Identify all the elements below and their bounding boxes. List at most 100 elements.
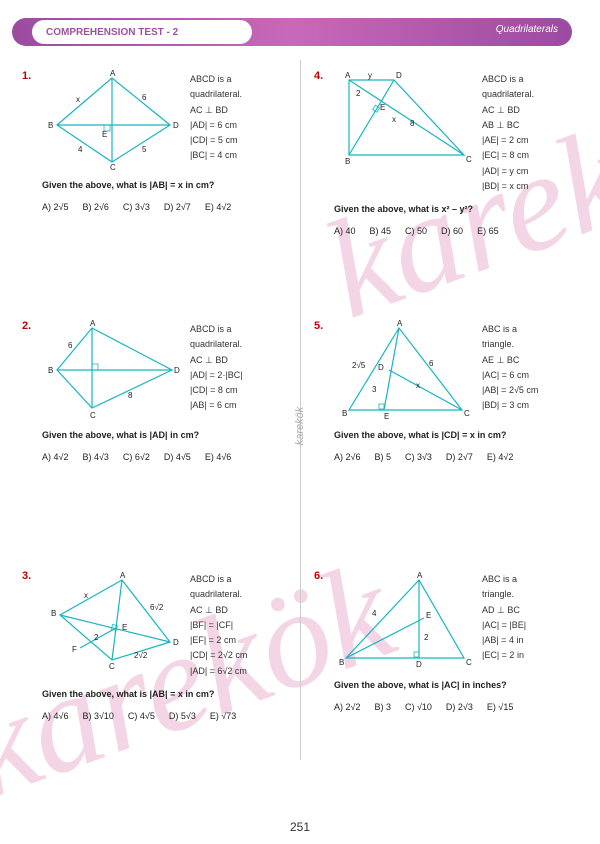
problem-number: 3.: [22, 570, 31, 582]
choice: E) √73: [210, 711, 236, 721]
given-info: ABCD is aquadrilateral. AC ⊥ BDAB ⊥ BC |…: [482, 70, 534, 194]
answer-choices: A) 40 B) 45 C) 50 D) 60 E) 65: [334, 226, 578, 236]
figure-3: A B C D E F x 6√2 2 2√2: [42, 570, 182, 670]
choice: B) 45: [370, 226, 392, 236]
svg-text:2: 2: [356, 89, 361, 98]
choice: E) √15: [487, 702, 513, 712]
answer-choices: A) 4√2 B) 4√3 C) 6√2 D) 4√5 E) 4√6: [42, 452, 300, 462]
svg-text:F: F: [72, 645, 77, 654]
svg-text:B: B: [345, 157, 350, 166]
choice: A) 2√5: [42, 202, 68, 212]
problem-number: 4.: [314, 70, 323, 82]
question-text: Given the above, what is |AB| = x in cm?: [42, 689, 300, 699]
svg-text:x: x: [416, 381, 420, 390]
choice: E) 4√6: [205, 452, 231, 462]
question-text: Given the above, what is x² – y²?: [334, 204, 578, 214]
problem-6: 6. A B C D E 4: [314, 570, 578, 780]
choice: B) 3: [374, 702, 391, 712]
choice: A) 40: [334, 226, 356, 236]
header-pill: COMPREHENSION TEST - 2: [32, 20, 252, 44]
figure-1: A B C D E x 6 4 5: [42, 70, 182, 170]
problem-4: 4. A B C D E y: [314, 70, 578, 280]
svg-text:E: E: [384, 412, 389, 420]
svg-text:C: C: [109, 662, 115, 670]
svg-text:E: E: [426, 611, 431, 620]
svg-text:D: D: [173, 121, 179, 130]
choice: C) √10: [405, 702, 432, 712]
question-text: Given the above, what is |AD| in cm?: [42, 430, 300, 440]
svg-text:x: x: [84, 591, 88, 600]
choice: A) 4√6: [42, 711, 68, 721]
svg-text:3: 3: [372, 385, 377, 394]
svg-text:5: 5: [142, 145, 147, 154]
svg-text:B: B: [342, 409, 347, 418]
svg-text:C: C: [110, 163, 116, 170]
problem-number: 2.: [22, 320, 31, 332]
page-header: COMPREHENSION TEST - 2 Quadrilaterals: [22, 18, 578, 52]
answer-choices: A) 2√2 B) 3 C) √10 D) 2√3 E) √15: [334, 702, 578, 712]
svg-text:D: D: [416, 660, 422, 669]
svg-text:A: A: [110, 70, 116, 78]
figure-4: A B C D E y 2 8 x: [334, 70, 474, 170]
svg-text:2√5: 2√5: [352, 361, 366, 370]
choice: B) 5: [374, 452, 391, 462]
answer-choices: A) 4√6 B) 3√10 C) 4√5 D) 5√3 E) √73: [42, 711, 300, 721]
test-title: COMPREHENSION TEST - 2: [32, 27, 178, 38]
svg-text:6: 6: [429, 359, 434, 368]
svg-text:E: E: [102, 130, 107, 139]
choice: E) 4√2: [205, 202, 231, 212]
choice: D) 5√3: [169, 711, 196, 721]
right-column: 4. A B C D E y: [300, 70, 578, 820]
left-column: 1. A B C D E x: [22, 70, 300, 820]
svg-text:C: C: [466, 155, 472, 164]
svg-text:B: B: [339, 658, 344, 667]
given-info: ABCD is aquadrilateral. AC ⊥ BD|BF| = |C…: [190, 570, 247, 679]
choice: E) 4√2: [487, 452, 513, 462]
figure-2: A B C D 6 8: [42, 320, 182, 420]
svg-text:6√2: 6√2: [150, 603, 164, 612]
svg-text:A: A: [90, 320, 96, 328]
svg-text:C: C: [466, 658, 472, 667]
given-info: ABCD is aquadrilateral. AC ⊥ BD|AD| = 6 …: [190, 70, 242, 164]
svg-text:E: E: [122, 623, 127, 632]
problem-3: 3. A B C D E: [22, 570, 300, 780]
choice: C) 4√5: [128, 711, 155, 721]
choice: D) 2√7: [164, 202, 191, 212]
given-info: ABC is atriangle. AD ⊥ BC|AC| = |BE| |AB…: [482, 570, 526, 664]
choice: E) 65: [477, 226, 499, 236]
choice: D) 2√7: [446, 452, 473, 462]
svg-text:C: C: [464, 409, 470, 418]
svg-text:x: x: [76, 95, 80, 104]
choice: C) 6√2: [123, 452, 150, 462]
svg-text:2: 2: [94, 633, 99, 642]
svg-text:4: 4: [78, 145, 83, 154]
choice: B) 3√10: [82, 711, 113, 721]
problem-number: 1.: [22, 70, 31, 82]
topic-label: Quadrilaterals: [496, 24, 558, 35]
svg-text:2: 2: [424, 633, 429, 642]
choice: D) 2√3: [446, 702, 473, 712]
choice: C) 50: [405, 226, 427, 236]
given-info: ABCD is aquadrilateral. AC ⊥ BD|AD| = 2·…: [190, 320, 243, 414]
choice: D) 60: [441, 226, 463, 236]
choice: B) 2√6: [82, 202, 108, 212]
svg-text:A: A: [120, 571, 126, 580]
svg-text:B: B: [51, 609, 56, 618]
problem-2: 2. A B C D 6 8: [22, 320, 300, 530]
svg-text:4: 4: [372, 609, 377, 618]
choice: A) 2√6: [334, 452, 360, 462]
figure-5: A B C D E 2√5 6 3 x: [334, 320, 474, 420]
svg-text:E: E: [380, 103, 385, 112]
choice: A) 4√2: [42, 452, 68, 462]
svg-text:D: D: [173, 638, 179, 647]
problem-number: 5.: [314, 320, 323, 332]
question-text: Given the above, what is |AB| = x in cm?: [42, 180, 300, 190]
svg-text:B: B: [48, 121, 53, 130]
answer-choices: A) 2√5 B) 2√6 C) 3√3 D) 2√7 E) 4√2: [42, 202, 300, 212]
choice: A) 2√2: [334, 702, 360, 712]
svg-text:y: y: [368, 71, 372, 80]
choice: C) 3√3: [123, 202, 150, 212]
svg-text:2√2: 2√2: [134, 651, 148, 660]
svg-text:A: A: [345, 71, 351, 80]
svg-text:6: 6: [142, 93, 147, 102]
